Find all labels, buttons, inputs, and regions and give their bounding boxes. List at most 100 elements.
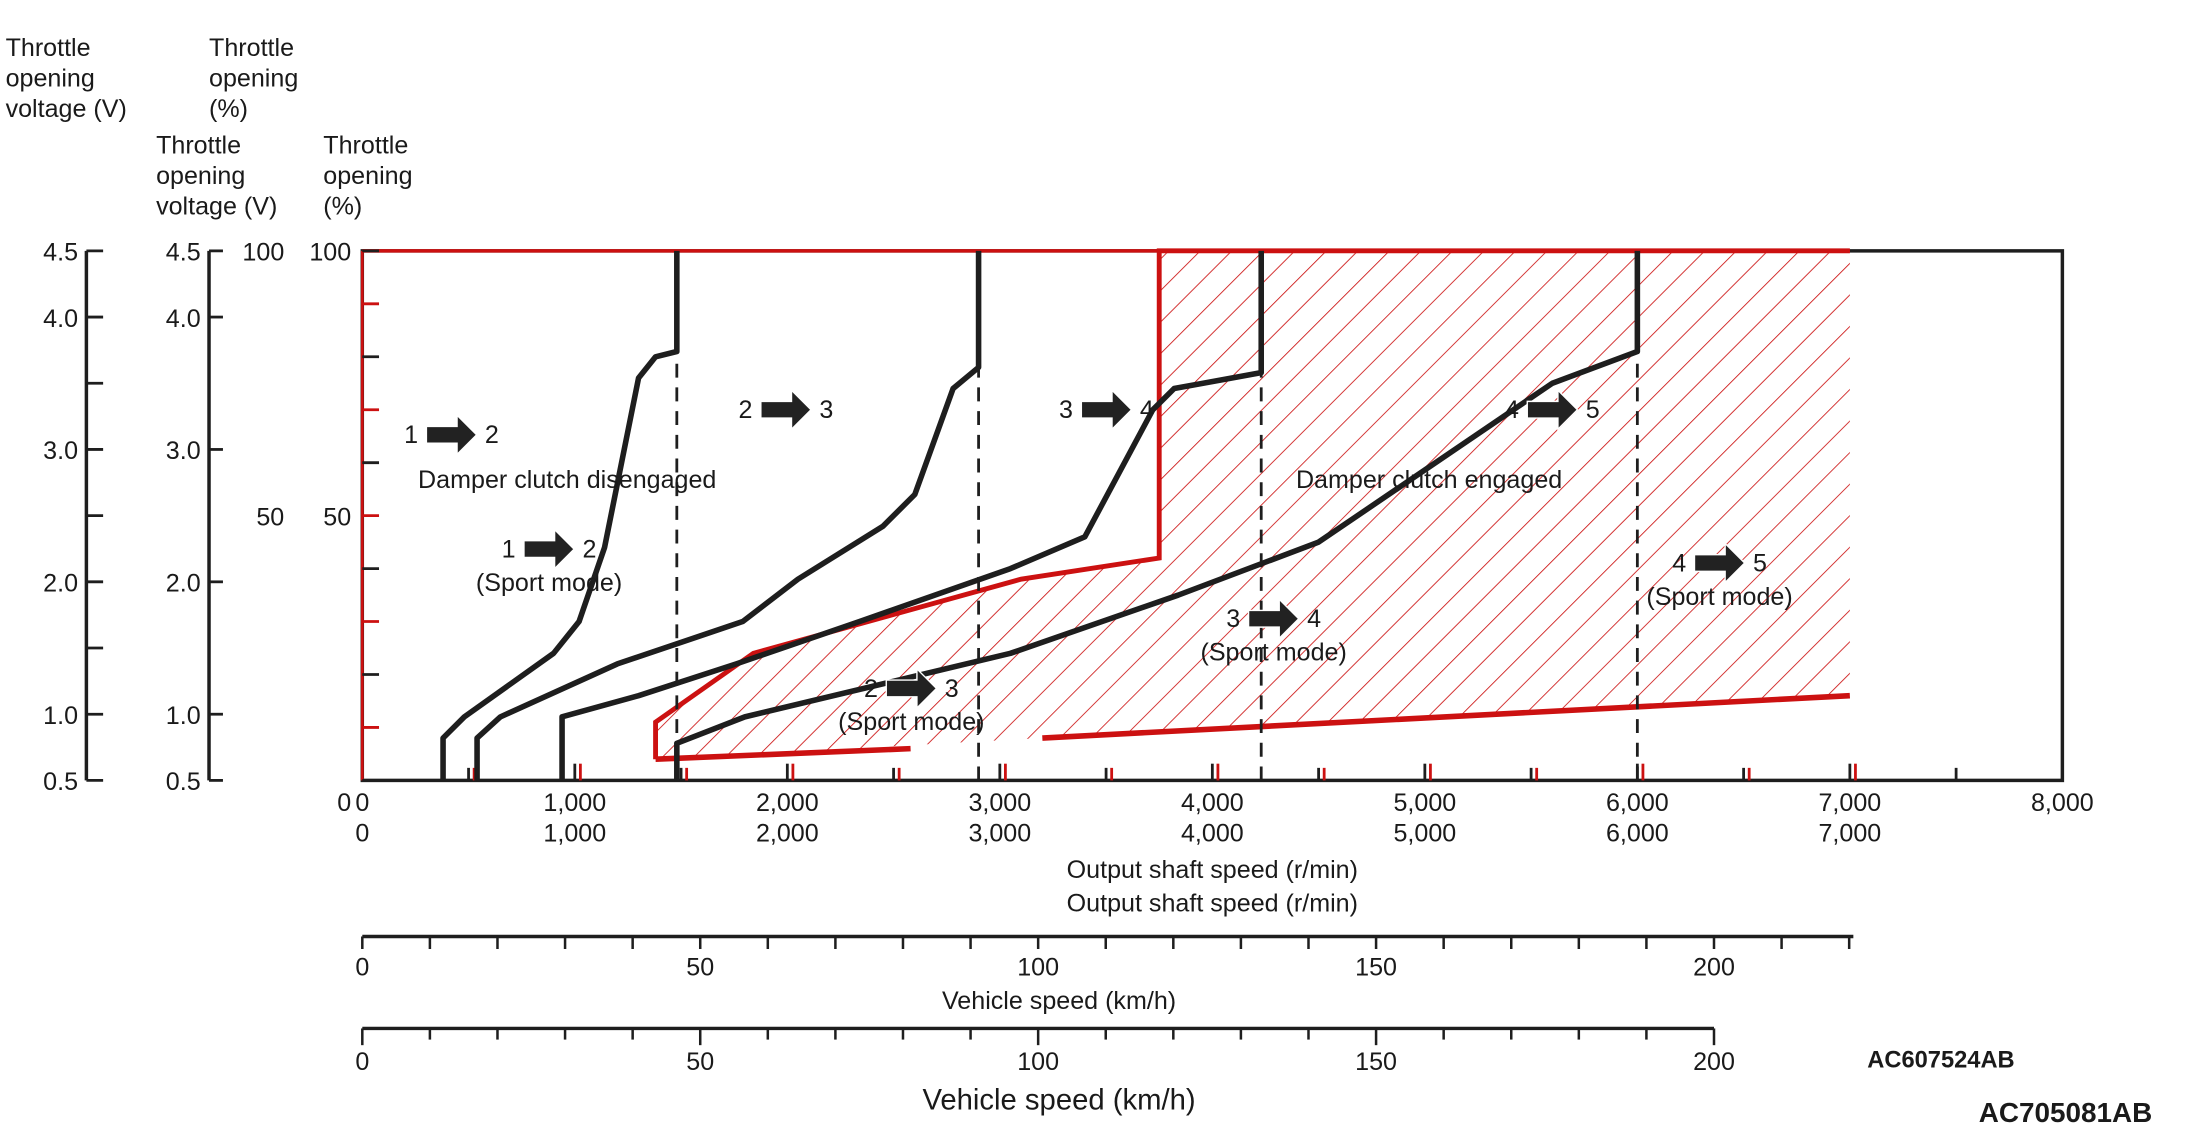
shift-line-2-3-upshift <box>474 250 982 781</box>
voltage-tick-label: 2.0 <box>166 570 201 598</box>
shift-2-3-label-arrow-icon <box>760 388 812 431</box>
percent-tick-label-overlay: 100 <box>309 239 351 267</box>
sport-1-2-label-to: 2 <box>582 535 596 563</box>
x-tick-label-overlay: 7,000 <box>1818 820 1881 848</box>
x-tick-label-overlay: 5,000 <box>1393 820 1456 848</box>
shift-line-1-2-upshift <box>440 250 680 781</box>
x-axis-title: Output shaft speed (r/min) <box>1067 889 1358 917</box>
percent-tick-label: 50 <box>256 503 284 531</box>
sport-1-2-label-from: 1 <box>502 535 516 563</box>
vehicle-speed-axis-group: 0 50 100 150 200 Vehicle speed (km/h) 0 50 100 15… <box>355 934 1854 1116</box>
voltage-label-line-2: opening <box>156 162 245 190</box>
sport-shift-lines-group <box>675 346 1639 781</box>
sport-3-4-label-arrow-icon <box>1247 597 1300 640</box>
percent-overlay-label-line-1: Throttle <box>323 131 408 159</box>
sport-3-4-label-mode-label: (Sport mode) <box>1200 639 1346 667</box>
vehicle-speed-tick-label: 100 <box>1017 1048 1059 1076</box>
percent-label-line-1: Throttle <box>209 34 294 62</box>
voltage-label-line-3: voltage (V) <box>156 193 277 221</box>
x-tick-label: 4,000 <box>1181 789 1244 817</box>
shift-line-3-4-upshift <box>559 250 1265 781</box>
damper-engaged-hatched-area <box>655 250 1850 760</box>
damper-region-group <box>653 248 1851 763</box>
x-tick-label: 5,000 <box>1393 789 1456 817</box>
damper-region-boundary <box>653 248 1850 760</box>
percent-overlay-label-line-3: (%) <box>323 193 362 221</box>
shift-2-3-label-from: 2 <box>739 396 753 424</box>
damper-engaged-label: Damper clutch engaged <box>1296 466 1562 494</box>
figure-id-1: AC607524AB <box>1867 1047 2014 1073</box>
voltage-outer-tick-label: 0.5 <box>43 768 78 796</box>
shift-2-3-label-to: 3 <box>819 396 833 424</box>
vehicle-speed-title: Vehicle speed (km/h) <box>922 1084 1195 1116</box>
shift-line-4-5-upshift <box>674 250 1641 781</box>
voltage-tick-label: 0.5 <box>166 768 201 796</box>
shift-4-5-label-from: 4 <box>1505 396 1519 424</box>
vehicle-speed-tick-label: 50 <box>686 1048 714 1076</box>
sport-4-5-label-to: 5 <box>1753 549 1767 577</box>
sport-1-2-label-mode-label: (Sport mode) <box>476 569 622 597</box>
vehicle-speed-title-overlay: Vehicle speed (km/h) <box>942 987 1176 1015</box>
sport-2-3-label-arrow-icon <box>885 667 938 710</box>
shift-3-4-label-arrow-icon <box>1080 388 1133 431</box>
x-tick-label-overlay: 2,000 <box>756 820 819 848</box>
vehicle-speed-tick-label-overlay: 150 <box>1355 953 1397 981</box>
x-tick-label: 1,000 <box>543 789 606 817</box>
voltage-outer-label-line-3: voltage (V) <box>6 95 127 123</box>
vehicle-speed-tick-label-overlay: 200 <box>1693 953 1735 981</box>
x-tick-label: 7,000 <box>1818 789 1881 817</box>
x-axis-title-overlay: Output shaft speed (r/min) <box>1067 856 1358 884</box>
vehicle-speed-tick-label: 0 <box>355 1048 369 1076</box>
voltage-outer-tick-label: 1.0 <box>43 702 78 730</box>
x-tick-label-overlay: 3,000 <box>968 820 1031 848</box>
voltage-outer-tick-label: 3.0 <box>43 437 78 465</box>
voltage-outer-label-line-2: opening <box>6 64 95 92</box>
x-tick-label-overlay: 4,000 <box>1181 820 1244 848</box>
damper-region-lower-boundary-a <box>655 745 911 763</box>
x-tick-label-overlay: 1,000 <box>543 820 606 848</box>
voltage-tick-label: 4.5 <box>166 239 201 267</box>
voltage-outer-label-line-1: Throttle <box>6 34 91 62</box>
shift-4-5-label-to: 5 <box>1586 396 1600 424</box>
percent-tick-label: 100 <box>242 239 284 267</box>
shift-1-2-label-arrow-icon <box>425 413 478 457</box>
voltage-tick-label: 3.0 <box>166 437 201 465</box>
x-tick-label: 6,000 <box>1606 789 1669 817</box>
voltage-label-line-1: Throttle <box>156 131 241 159</box>
x-tick-label: 3,000 <box>968 789 1031 817</box>
shift-1-2-label-to: 2 <box>485 421 499 449</box>
shift-3-4-label-from: 3 <box>1059 396 1073 424</box>
damper-region-lower-boundary-b <box>1042 692 1851 741</box>
damper-disengaged-label: Damper clutch disengaged <box>418 466 716 494</box>
sport-2-3-label-mode-label: (Sport mode) <box>838 708 984 736</box>
percent-tick-label-overlay: 50 <box>323 503 351 531</box>
x-tick-label: 2,000 <box>756 789 819 817</box>
percent-label-line-3: (%) <box>209 95 248 123</box>
figure-id-2: AC705081AB <box>1979 1097 2152 1128</box>
voltage-outer-tick-label: 4.5 <box>43 239 78 267</box>
shift-1-2-label-from: 1 <box>404 421 418 449</box>
sport-3-4-label-to: 4 <box>1307 605 1321 633</box>
sport-1-2-label-arrow-icon <box>523 527 576 571</box>
annotations-group: 1 2 2 3 3 4 4 5 Damper clutch disengaged Damper c… <box>404 388 1793 736</box>
vehicle-speed-tick-label-overlay: 50 <box>686 953 714 981</box>
shift-lines-group <box>440 250 1641 781</box>
y-axis-voltage-outer-label: Throttle opening voltage (V) <box>6 34 127 123</box>
voltage-outer-tick-label: 2.0 <box>43 570 78 598</box>
sport-4-5-label-mode-label: (Sport mode) <box>1646 583 1792 611</box>
vehicle-speed-tick-label-overlay: 100 <box>1017 953 1059 981</box>
sport-2-3-label-to: 3 <box>945 675 959 703</box>
sport-4-5-label-from: 4 <box>1672 549 1686 577</box>
sport-3-4-label-from: 3 <box>1226 605 1240 633</box>
sport-4-5-label-arrow-icon <box>1693 541 1746 585</box>
voltage-outer-tick-label: 4.0 <box>43 305 78 333</box>
percent-label-line-2: opening <box>209 64 298 92</box>
x-tick-label: 0 <box>355 789 369 817</box>
percent-overlay-label-line-2: opening <box>323 162 412 190</box>
y-axis-voltage-label: Throttle opening voltage (V) <box>156 131 277 220</box>
shift-4-5-label-arrow-icon <box>1526 388 1579 431</box>
x-tick-label-overlay: 0 <box>355 820 369 848</box>
voltage-tick-label: 4.0 <box>166 305 201 333</box>
shift-3-4-label-to: 4 <box>1140 396 1154 424</box>
